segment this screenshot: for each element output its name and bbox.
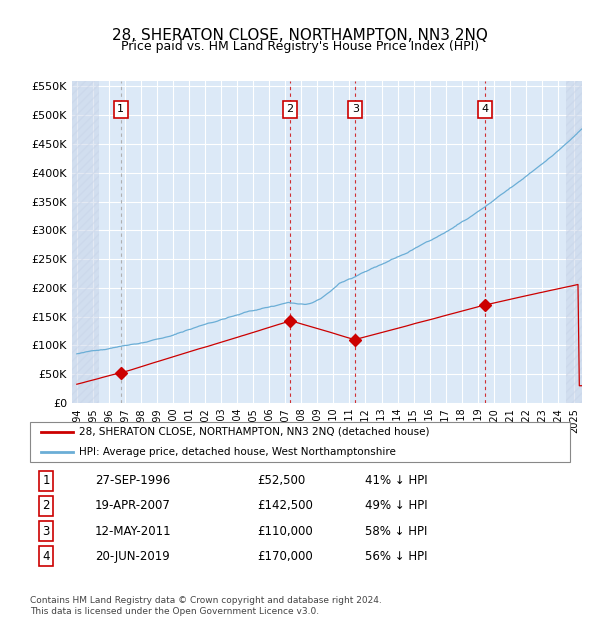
Text: 20-JUN-2019: 20-JUN-2019 bbox=[95, 550, 170, 563]
Text: 27-SEP-1996: 27-SEP-1996 bbox=[95, 474, 170, 487]
Text: Price paid vs. HM Land Registry's House Price Index (HPI): Price paid vs. HM Land Registry's House … bbox=[121, 40, 479, 53]
Text: 56% ↓ HPI: 56% ↓ HPI bbox=[365, 550, 427, 563]
Text: 3: 3 bbox=[43, 525, 50, 538]
Text: HPI: Average price, detached house, West Northamptonshire: HPI: Average price, detached house, West… bbox=[79, 447, 395, 457]
Text: 19-APR-2007: 19-APR-2007 bbox=[95, 500, 170, 513]
Text: 2: 2 bbox=[43, 500, 50, 513]
Text: 28, SHERATON CLOSE, NORTHAMPTON, NN3 2NQ (detached house): 28, SHERATON CLOSE, NORTHAMPTON, NN3 2NQ… bbox=[79, 427, 429, 436]
Text: 12-MAY-2011: 12-MAY-2011 bbox=[95, 525, 172, 538]
Text: 4: 4 bbox=[43, 550, 50, 563]
Text: £52,500: £52,500 bbox=[257, 474, 305, 487]
Bar bbox=[72, 81, 99, 403]
Text: Contains HM Land Registry data © Crown copyright and database right 2024.
This d: Contains HM Land Registry data © Crown c… bbox=[30, 596, 382, 616]
Text: £110,000: £110,000 bbox=[257, 525, 313, 538]
Text: 28, SHERATON CLOSE, NORTHAMPTON, NN3 2NQ: 28, SHERATON CLOSE, NORTHAMPTON, NN3 2NQ bbox=[112, 28, 488, 43]
Text: £142,500: £142,500 bbox=[257, 500, 313, 513]
Text: 4: 4 bbox=[482, 104, 489, 114]
Text: 58% ↓ HPI: 58% ↓ HPI bbox=[365, 525, 427, 538]
Text: 1: 1 bbox=[43, 474, 50, 487]
Text: 41% ↓ HPI: 41% ↓ HPI bbox=[365, 474, 427, 487]
Text: 2: 2 bbox=[287, 104, 293, 114]
Text: £170,000: £170,000 bbox=[257, 550, 313, 563]
Text: 1: 1 bbox=[117, 104, 124, 114]
Text: 49% ↓ HPI: 49% ↓ HPI bbox=[365, 500, 427, 513]
Text: 3: 3 bbox=[352, 104, 359, 114]
Bar bbox=[566, 81, 587, 403]
